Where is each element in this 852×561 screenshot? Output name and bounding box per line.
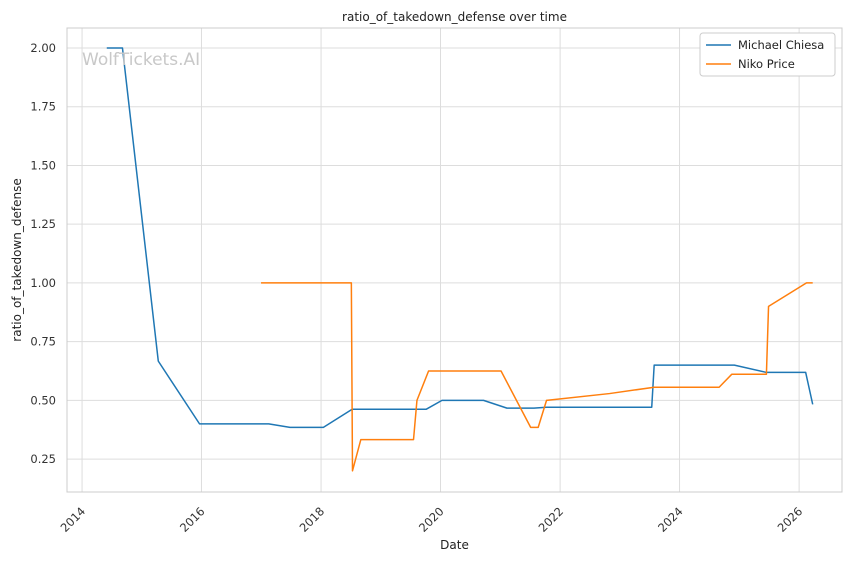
series-line-niko-price <box>261 282 813 472</box>
y-axis-title: ratio_of_takedown_defense <box>10 178 24 341</box>
chart-title: ratio_of_takedown_defense over time <box>342 10 567 24</box>
watermark: WolfTickets.AI <box>82 50 200 70</box>
series-layer <box>106 47 814 472</box>
x-tick-label: 2018 <box>297 504 328 535</box>
x-tick-label: 2024 <box>655 504 686 535</box>
x-tick-label: 2016 <box>177 504 208 535</box>
legend-label-niko-price: Niko Price <box>738 57 795 71</box>
y-tick-label: 1.75 <box>30 100 56 114</box>
legend-label-michael-chiesa: Michael Chiesa <box>738 38 824 52</box>
y-tick-label: 2.00 <box>30 41 56 55</box>
x-axis-title: Date <box>440 538 469 552</box>
x-tick-label: 2014 <box>58 504 89 535</box>
y-tick-label: 1.50 <box>30 158 56 172</box>
y-tick-label: 0.75 <box>30 335 56 349</box>
y-tick-label: 0.50 <box>30 393 56 407</box>
y-tick-label: 1.25 <box>30 217 56 231</box>
legend: Michael Chiesa Niko Price <box>699 32 836 77</box>
plot-area <box>67 28 842 492</box>
legend-box <box>699 32 836 77</box>
x-tick-label: 2022 <box>536 504 567 535</box>
x-tick-label: 2020 <box>416 504 447 535</box>
x-tick-labels: 2014 2016 2018 2020 2022 2024 2026 <box>58 504 806 535</box>
y-tick-label: 0.25 <box>30 452 56 466</box>
series-line-michael-chiesa <box>106 47 814 429</box>
x-tick-label: 2026 <box>775 504 806 535</box>
plot-frame <box>66 27 843 493</box>
y-tick-label: 1.00 <box>30 276 56 290</box>
grid <box>67 28 842 492</box>
y-tick-labels: 0.25 0.50 0.75 1.00 1.25 1.50 1.75 2.00 <box>30 41 56 466</box>
